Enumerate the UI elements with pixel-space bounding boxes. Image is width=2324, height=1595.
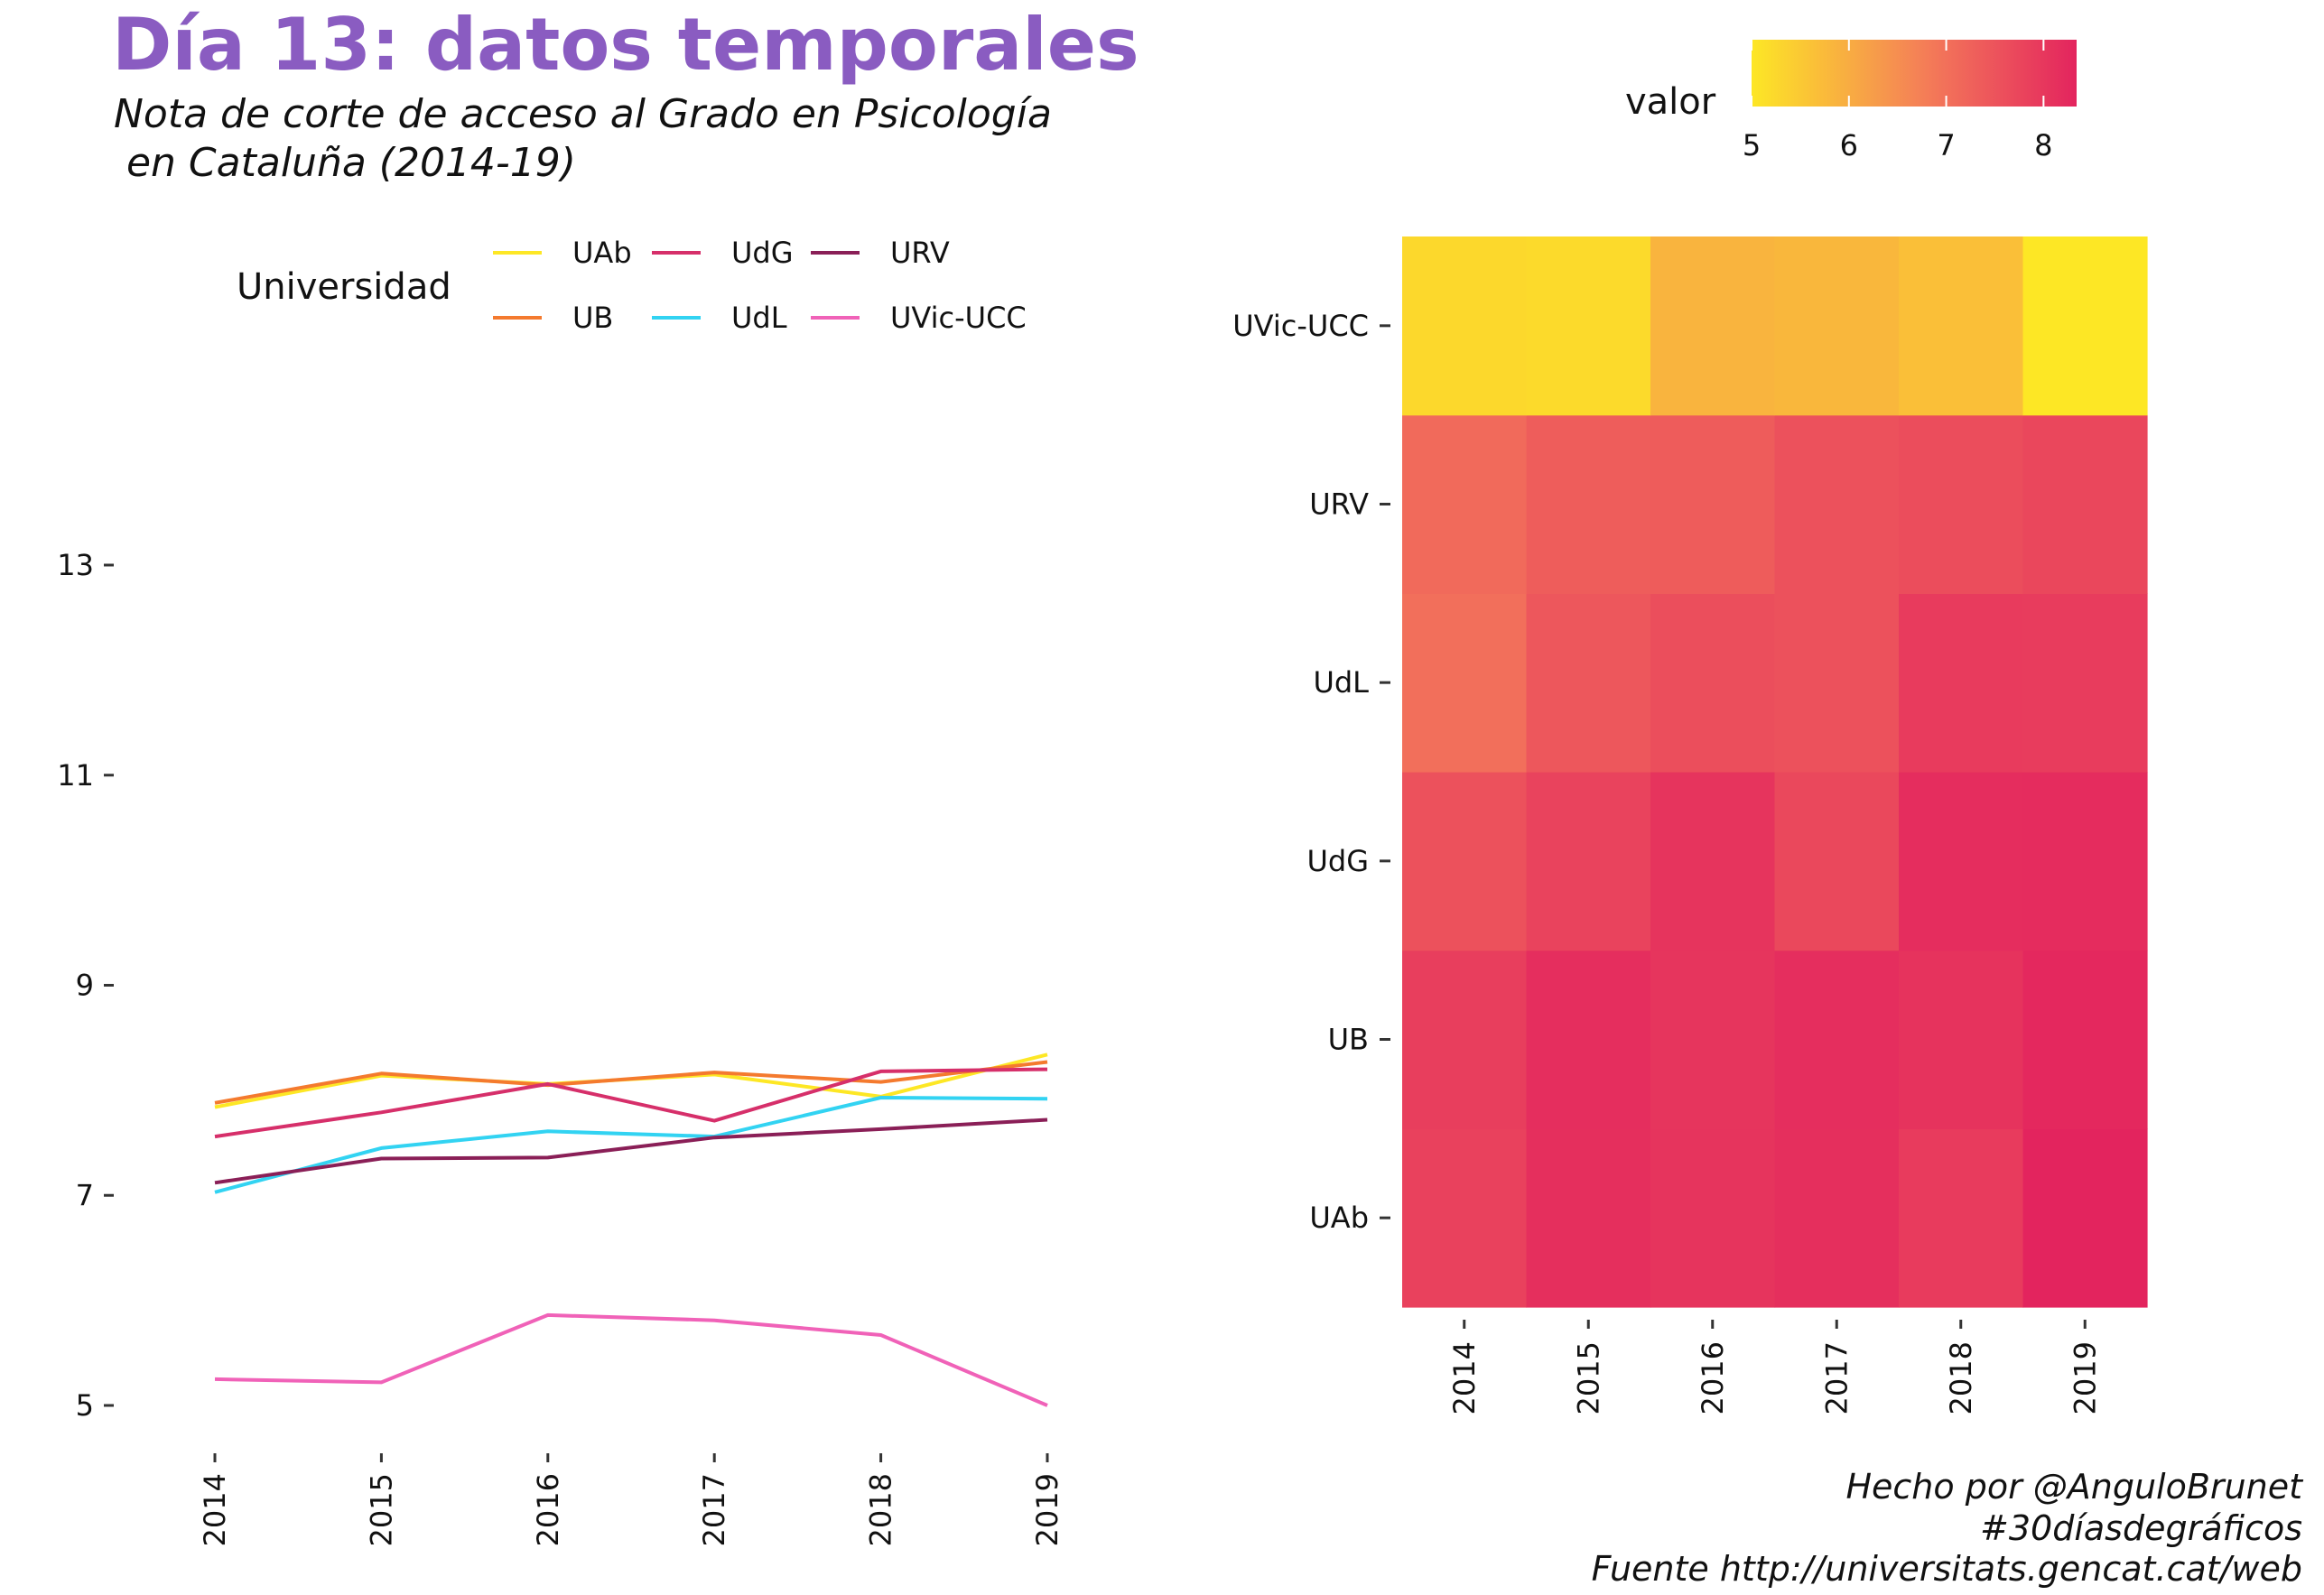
heatmap-cell: [1650, 236, 1776, 416]
line-legend-title: Universidad: [237, 266, 451, 308]
legend-label-udl: UdL: [731, 301, 787, 335]
heatmap-x-axis: 2014 2015 2016 2017 2018 2019: [1447, 1320, 2102, 1414]
heatmap-cell: [2022, 414, 2148, 594]
heatmap-cell: [1402, 593, 1528, 773]
heatmap-cell: [1402, 950, 1528, 1129]
heatmap-cell: [1899, 236, 2024, 416]
heatmap-cell: [1650, 593, 1776, 773]
x-tick-label: 2019: [1030, 1473, 1064, 1546]
heatmap-x-label: 2017: [1819, 1341, 1854, 1414]
caption-hashtag: #30díasdegráficos: [1980, 1507, 2302, 1548]
heatmap-cell: [1774, 1128, 1900, 1308]
series-line-udg: [214, 1067, 1048, 1139]
heatmap-cell: [1402, 236, 1528, 416]
heatmap-x-label: 2018: [1944, 1341, 1978, 1414]
legend-label-urv: URV: [890, 236, 950, 270]
heatmap-cell: [1650, 414, 1776, 594]
heatmap-cell: [1774, 950, 1900, 1129]
heatmap-cell: [2022, 950, 2148, 1129]
heatmap-cell: [1402, 414, 1528, 594]
heatmap-x-label: 2015: [1571, 1341, 1605, 1414]
y-tick-label: 9: [76, 969, 94, 1003]
series-line-urv: [214, 1117, 1048, 1185]
heatmap-y-label: UAb: [1309, 1201, 1369, 1235]
caption-author: Hecho por @AnguloBrunet: [1845, 1467, 2302, 1507]
x-tick-label: 2018: [864, 1473, 898, 1546]
x-tick-label: 2016: [531, 1473, 565, 1546]
heatmap-y-label: UB: [1328, 1023, 1369, 1057]
x-tick-label: 2014: [198, 1473, 232, 1546]
heatmap-legend: valor 5 6 7 8: [1625, 40, 2077, 162]
heatmap-x-label: 2016: [1696, 1341, 1730, 1414]
heatmap-x-label: 2019: [2068, 1341, 2102, 1414]
heatmap-cell: [1899, 950, 2024, 1129]
heatmap-y-label: UVic-UCC: [1232, 309, 1369, 343]
heatmap-cell: [2022, 1128, 2148, 1308]
chart-title: Día 13: datos temporales: [112, 3, 1139, 87]
heatmap-cell: [1526, 593, 1651, 773]
y-tick-label: 13: [57, 548, 94, 582]
legend-label-udg: UdG: [731, 236, 794, 270]
heatmap-cell: [1774, 772, 1900, 951]
heatmap-cell: [1650, 772, 1776, 951]
heatmap-cell: [1650, 1128, 1776, 1308]
heatmap-cell: [1402, 1128, 1528, 1308]
heatmap-cell: [1526, 236, 1651, 416]
heatmap-y-label: UdL: [1313, 665, 1369, 700]
heatmap-y-label: URV: [1309, 487, 1369, 522]
y-tick-label: 5: [76, 1388, 94, 1423]
subtitle-line-1: Nota de corte de acceso al Grado en Psic…: [114, 91, 1052, 137]
heatmap-cell: [1774, 593, 1900, 773]
heatmap-cell: [1899, 414, 2024, 594]
heatmap-cell: [1899, 1128, 2024, 1308]
y-tick-label: 11: [57, 758, 94, 793]
heatmap-cell: [1899, 593, 2024, 773]
heatmap-legend-title: valor: [1625, 81, 1716, 123]
heatmap-x-label: 2014: [1447, 1341, 1482, 1414]
chart-subtitle: Nota de corte de acceso al Grado en Psic…: [114, 90, 1052, 187]
colorbar-label: 6: [1840, 128, 1858, 162]
caption-source: Fuente http://universitats.gencat.cat/we…: [1591, 1549, 2302, 1590]
series-line-ub: [214, 1060, 1048, 1105]
x-tick-label: 2017: [697, 1473, 731, 1546]
subtitle-line-2: en Cataluña (2014-19): [114, 139, 576, 186]
legend-label-uab: UAb: [572, 236, 632, 270]
heatmap-y-axis: UAb UB UdG UdL URV UVic-UCC: [1232, 309, 1390, 1235]
heatmap-cell: [1526, 414, 1651, 594]
heatmap-cell: [1899, 772, 2024, 951]
series-line-udl: [214, 1096, 1048, 1194]
heatmap-cell: [1650, 950, 1776, 1129]
x-tick-label: 2015: [364, 1473, 398, 1546]
heatmap-y-label: UdG: [1306, 844, 1369, 878]
legend-label-ub: UB: [572, 301, 613, 335]
colorbar: [1752, 40, 2077, 107]
line-y-axis: 5 7 9 11 13: [57, 548, 114, 1423]
heatmap-cell: [1526, 772, 1651, 951]
heatmap-cell: [2022, 593, 2148, 773]
colorbar-label: 5: [1743, 128, 1761, 162]
heatmap-cells: [1402, 236, 2148, 1308]
heatmap-cell: [2022, 772, 2148, 951]
heatmap-cell: [1526, 1128, 1651, 1308]
line-chart: Universidad UAb UdG URV UB UdL UVic-UCC 5 7 9 11…: [57, 236, 1064, 1546]
caption: Hecho por @AnguloBrunet #30díasdegráfico…: [1592, 1467, 2302, 1590]
legend-label-uvic-ucc: UVic-UCC: [890, 301, 1027, 335]
colorbar-label: 7: [1937, 128, 1955, 162]
line-x-axis: 2014 2015 2016 2017 2018 2019: [198, 1453, 1064, 1546]
heatmap-cell: [1402, 772, 1528, 951]
heatmap-cell: [1526, 950, 1651, 1129]
colorbar-label: 8: [2034, 128, 2052, 162]
heatmap-cell: [1774, 414, 1900, 594]
y-tick-label: 7: [76, 1178, 94, 1212]
heatmap-cell: [2022, 236, 2148, 416]
series-line-uvic-ucc: [214, 1312, 1048, 1407]
line-legend: Universidad UAb UdG URV UB UdL UVic-UCC: [237, 236, 1027, 335]
line-series-group: [214, 1053, 1048, 1407]
heatmap-cell: [1774, 236, 1900, 416]
